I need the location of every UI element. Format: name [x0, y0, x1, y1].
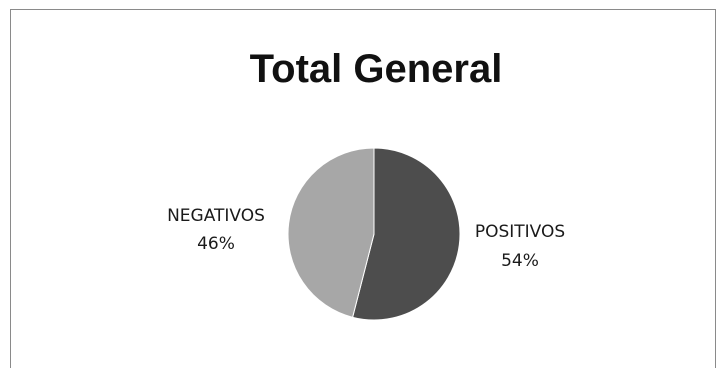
slice-label-positivos-percent: 54% — [501, 251, 539, 271]
slice-label-positivos-category: POSITIVOS — [475, 222, 565, 242]
slice-label-negativos-percent: 46% — [197, 234, 235, 254]
pie-slice-negativos — [287, 147, 375, 318]
pie-slice-positivos — [352, 147, 461, 321]
pie-slices — [287, 147, 461, 321]
slice-label-negativos-category: NEGATIVOS — [167, 206, 265, 226]
chart-title: Total General — [250, 47, 503, 91]
data-label-negativos: NEGATIVOS 46% — [167, 206, 265, 254]
data-label-positivos: POSITIVOS 54% — [475, 222, 565, 271]
